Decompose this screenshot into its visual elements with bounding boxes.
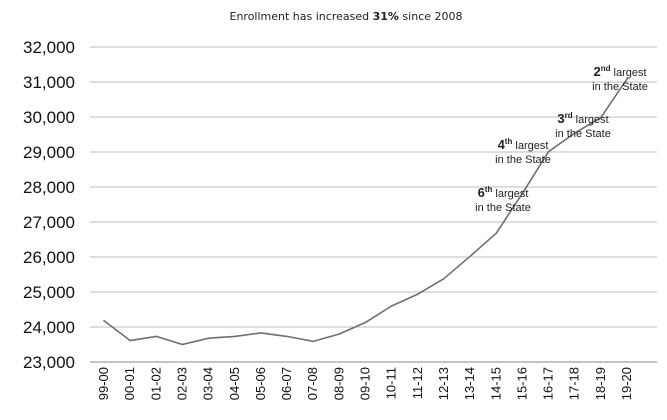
chart-title-after: since 2008: [399, 10, 463, 23]
y-tick-label: 28,000: [23, 178, 75, 197]
axis-layer: 23,000 24,000 25,000 26,000 27,000 28,000 29,0…: [23, 38, 634, 400]
annotation-rank-suffix: rd: [565, 111, 573, 120]
x-tick-label: 15-16: [514, 367, 529, 400]
x-tick-label: 17-18: [567, 367, 582, 400]
x-tick-label: 16-17: [541, 367, 556, 400]
x-tick-label: 11-12: [410, 367, 425, 399]
x-tick-label: 13-14: [462, 367, 477, 400]
annotation-in-the-state: in the State: [475, 202, 531, 214]
y-tick-label: 32,000: [23, 38, 75, 57]
x-tick-label: 14-15: [488, 367, 503, 400]
y-tick-label: 27,000: [23, 213, 75, 232]
chart-title: Enrollment has increased 31% since 2008: [230, 10, 463, 23]
x-tick-label: 99-00: [96, 367, 111, 400]
x-tick-label: 18-19: [593, 367, 608, 400]
x-tick-label: 08-09: [331, 367, 346, 400]
annotation-in-the-state: in the State: [592, 81, 648, 93]
annotation-in-the-state: in the State: [555, 128, 611, 140]
annotation-rank-suffix: th: [505, 137, 513, 146]
chart-title-emphasis: 31%: [373, 10, 399, 23]
x-tick-label: 12-13: [436, 367, 451, 400]
y-tick-label: 31,000: [23, 73, 75, 92]
x-tick-label: 10-11: [384, 367, 399, 399]
series-layer: [103, 78, 628, 346]
x-tick-label: 09-10: [358, 367, 373, 400]
y-tick-label: 26,000: [23, 248, 75, 267]
x-tick-label: 02-03: [174, 367, 189, 400]
y-tick-label: 23,000: [23, 353, 75, 372]
annotation-largest: largest: [610, 67, 646, 79]
x-tick-label: 07-08: [305, 367, 320, 400]
grid-layer: [90, 46, 657, 363]
annotation-rank-line: 6th largest: [478, 185, 529, 200]
annotation-in-the-state: in the State: [495, 154, 551, 166]
x-tick-label: 19-20: [619, 367, 634, 400]
y-tick-label: 30,000: [23, 108, 75, 127]
annotation-rank-line: 4th largest: [498, 137, 549, 152]
x-tick-label: 06-07: [279, 367, 294, 400]
x-tick-label: 01-02: [148, 367, 163, 400]
x-tick-label: 00-01: [122, 367, 137, 400]
x-tick-label: 05-06: [253, 367, 268, 400]
annotation-rank-line: 3rd largest: [557, 111, 608, 126]
annotation-rank-line: 2nd largest: [593, 64, 646, 79]
annotation-rank-suffix: th: [485, 185, 493, 194]
annotation-largest: largest: [573, 114, 609, 126]
y-tick-label: 29,000: [23, 143, 75, 162]
x-tick-label: 03-04: [201, 367, 216, 400]
y-tick-label: 24,000: [23, 318, 75, 337]
annotation-rank: 6: [478, 185, 485, 200]
annotation-rank-suffix: nd: [601, 64, 611, 73]
x-tick-label: 04-05: [227, 367, 242, 400]
annotation-rank: 3: [557, 111, 564, 126]
annotation-largest: largest: [492, 188, 528, 200]
series-line-enrollment: [103, 78, 628, 346]
chart-title-before: Enrollment has increased: [230, 10, 373, 23]
annotation-largest: largest: [512, 140, 548, 152]
annotation-rank: 2: [593, 64, 600, 79]
y-tick-label: 25,000: [23, 283, 75, 302]
annotation-rank: 4: [498, 137, 506, 152]
